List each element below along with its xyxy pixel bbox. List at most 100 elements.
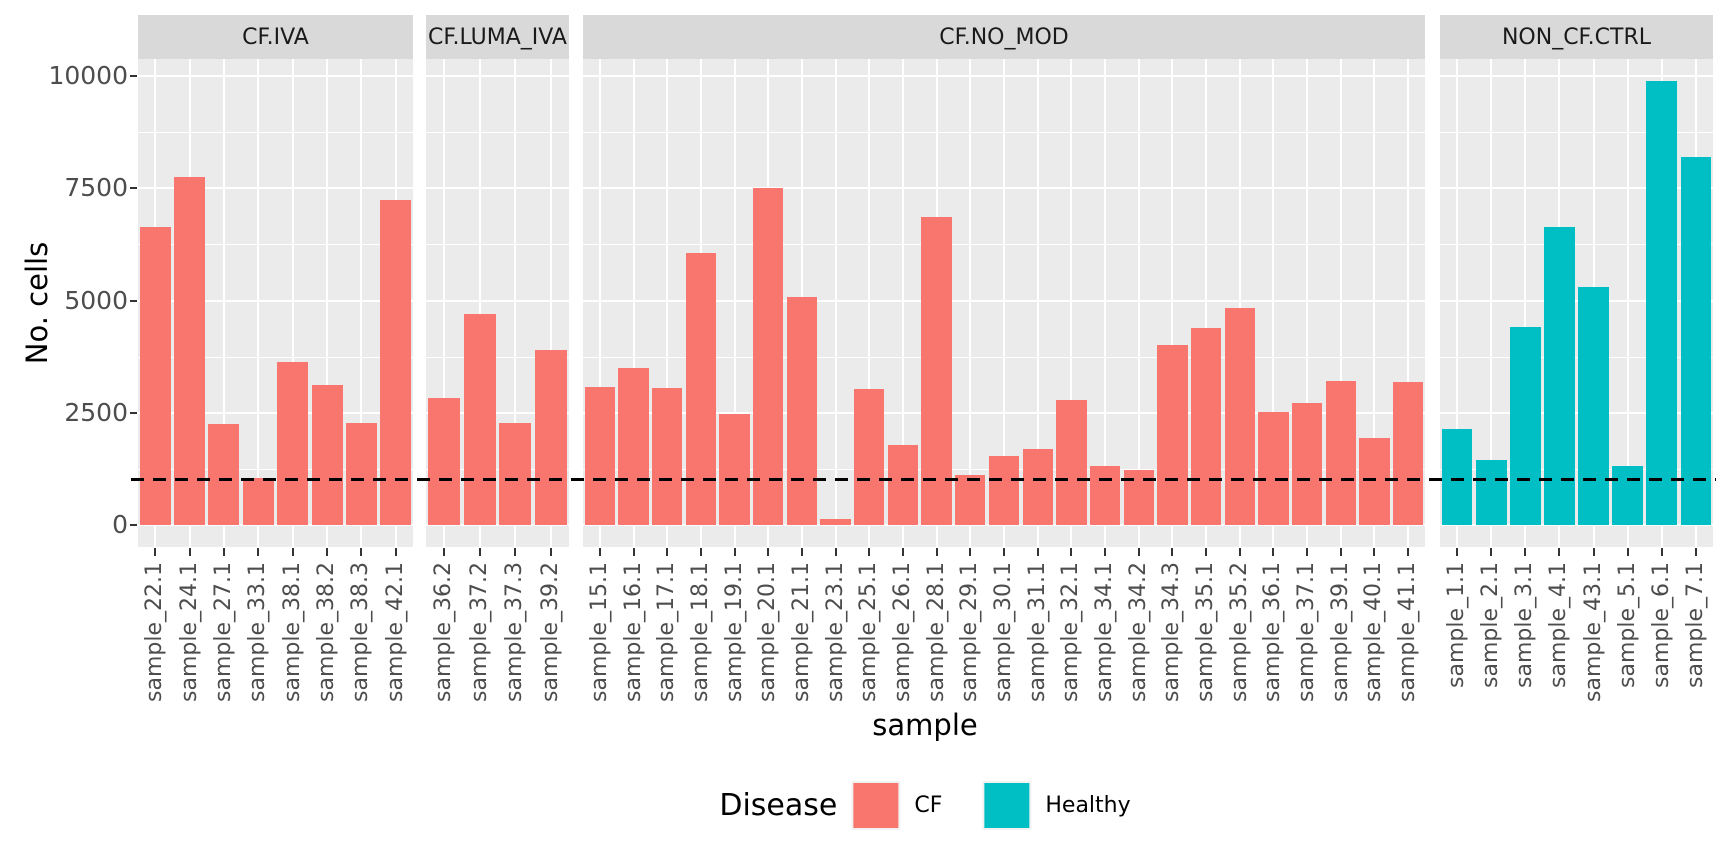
x-tick-label: sample_36.2 [430,562,456,702]
x-tick-mark [154,548,157,556]
bar-sample_37.1 [1291,402,1323,525]
x-tick-mark [733,548,736,556]
gridline-vertical [1524,59,1527,547]
x-tick-label: sample_27.1 [210,562,236,702]
gridline-vertical [1238,59,1241,547]
x-tick-mark [257,548,260,556]
y-tick-label: 10000 [48,61,128,91]
bar-sample_36.1 [1258,411,1289,525]
x-tick-label: sample_34.1 [1092,562,1118,702]
gridline-minor [426,356,569,358]
x-tick-label: sample_30.1 [991,562,1016,702]
bar-sample_41.1 [1393,381,1424,525]
legend-title: Disease [719,788,838,823]
bar-sample_34.3 [1157,344,1188,525]
x-tick-mark [394,548,397,556]
bar-sample_37.2 [463,313,496,525]
bar-sample_35.1 [1190,327,1222,525]
x-tick-label: sample_20.1 [755,562,781,702]
gridline-vertical [868,59,871,547]
legend-label-cf: CF [914,793,943,818]
bar-sample_33.1 [242,477,274,525]
gridline-vertical [326,59,329,547]
bar-sample_2.1 [1475,459,1507,525]
bar-sample_23.1 [820,518,851,525]
bar-sample_38.2 [311,384,343,525]
facet-strip: CF.NO_MOD [583,15,1425,59]
gridline-minor [138,132,413,134]
x-tick-mark [1205,548,1208,556]
gridline-major [138,187,413,190]
bar-sample_19.1 [719,413,750,525]
x-tick-mark [326,548,329,556]
x-tick-mark [1456,548,1459,556]
y-tick-mark [130,75,137,78]
gridline-minor [1440,356,1713,358]
gridline-major [426,187,569,190]
bar-sample_39.2 [535,349,568,525]
bar-sample_7.1 [1680,157,1712,525]
gridline-major [426,411,569,414]
x-tick-label: sample_31.1 [1024,562,1050,702]
gridline-vertical [1407,59,1410,547]
x-tick-mark [632,548,635,556]
gridline-vertical [1339,59,1342,547]
bar-sample_40.1 [1359,438,1390,525]
bar-sample_5.1 [1612,465,1644,525]
gridline-vertical [834,59,837,547]
bar-sample_38.3 [345,422,377,525]
x-tick-label: sample_21.1 [788,562,814,702]
y-tick-mark [130,411,137,414]
gridline-major [138,523,413,526]
x-tick-label: sample_18.1 [687,562,713,702]
x-tick-mark [598,548,601,556]
gridline-vertical [257,59,260,547]
bar-sample_18.1 [685,253,717,525]
x-tick-label: sample_24.1 [176,562,202,702]
x-tick-mark [901,548,904,556]
x-tick-mark [1524,548,1527,556]
x-tick-mark [188,548,191,556]
gridline-vertical [1456,59,1459,547]
x-tick-mark [360,548,363,556]
y-tick-label: 2500 [64,397,128,427]
gridline-vertical [478,59,481,547]
x-tick-label: sample_37.1 [1294,562,1320,702]
gridline-vertical [1104,59,1107,547]
gridline-minor [1440,132,1713,134]
x-tick-mark [1490,548,1493,556]
gridline-minor [1440,244,1713,246]
gridline-vertical [901,59,904,547]
gridline-major [426,523,569,526]
x-tick-label: sample_33.1 [245,562,271,702]
x-tick-mark [1558,548,1561,556]
x-tick-mark [969,548,972,556]
gridline-major [1440,411,1713,414]
x-tick-label: sample_17.1 [654,562,680,702]
bar-sample_28.1 [921,216,952,525]
x-tick-label: sample_36.1 [1260,562,1286,702]
gridline-minor [138,468,413,470]
x-tick-mark [868,548,871,556]
gridline-major [138,411,413,414]
bar-sample_30.1 [988,455,1020,525]
x-tick-mark [1626,548,1629,556]
y-tick-label: 0 [112,509,128,539]
gridline-vertical [632,59,635,547]
x-tick-label: sample_19.1 [721,562,747,702]
x-tick-mark [935,548,938,556]
x-tick-label: sample_15.1 [586,562,612,702]
y-tick-mark [130,299,137,302]
bar-sample_34.1 [1089,465,1121,525]
gridline-vertical [550,59,553,547]
x-tick-mark [666,548,669,556]
bar-sample_38.1 [277,361,309,525]
bar-sample_15.1 [584,386,615,525]
x-tick-mark [1238,548,1241,556]
x-tick-label: sample_38.3 [348,562,374,702]
gridline-vertical [733,59,736,547]
facet-panel [138,59,413,547]
gridline-major [138,299,413,302]
bar-sample_6.1 [1646,80,1678,525]
